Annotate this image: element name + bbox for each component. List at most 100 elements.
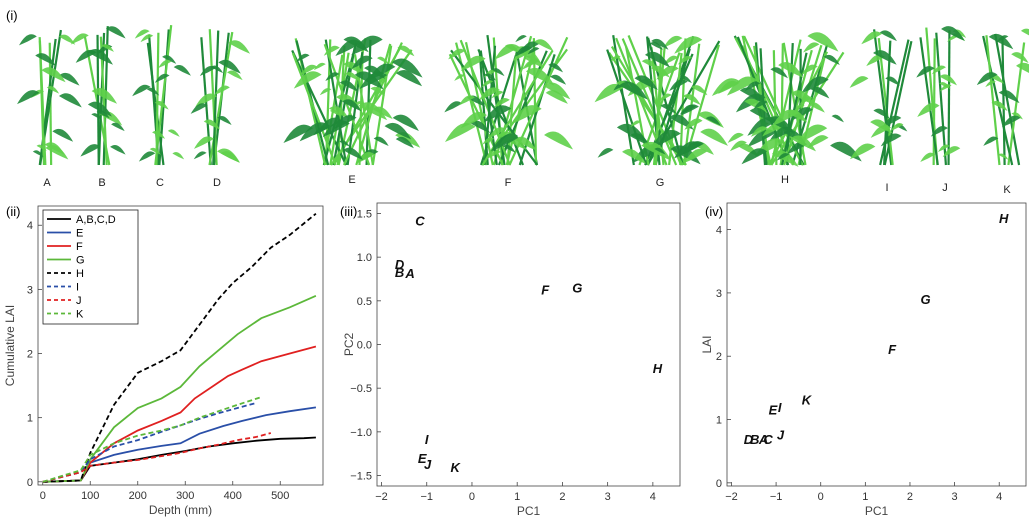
plant-leaf	[146, 87, 160, 96]
x-tick-label: 1	[514, 491, 520, 503]
plant-leaf	[313, 126, 328, 136]
plant-stem	[883, 40, 892, 166]
plant-stem	[212, 30, 220, 166]
plant-leaf	[729, 140, 747, 152]
plant-leaf	[917, 103, 940, 117]
x-tick-label: 400	[224, 490, 242, 502]
plant-stem	[208, 31, 234, 166]
plant-leaf	[138, 151, 156, 162]
y-tick-label: 3	[716, 288, 722, 300]
plant-leaf	[885, 76, 900, 86]
plant-stem	[481, 49, 554, 166]
series-line-g	[42, 294, 317, 483]
plant-leaf	[397, 45, 415, 57]
plant-leaf	[134, 29, 150, 39]
cumulative-lai-chart: (ii) 0 100 200 300 400 500 0 1 2 3 4 Depth (mm) Cumu…	[3, 204, 324, 517]
plant-leaf	[807, 32, 839, 52]
y-tick-label: 0.0	[357, 340, 372, 352]
plant-leaf	[684, 118, 703, 130]
point-label-k: K	[802, 392, 813, 407]
plant-leaf	[354, 71, 384, 90]
plant-leaf	[669, 79, 688, 91]
x-tick-label: 0	[818, 491, 824, 503]
plant-leaf	[167, 129, 180, 137]
series-line-j	[42, 432, 272, 483]
x-axis-label: PC1	[517, 504, 541, 518]
x-tick-label: 2	[559, 491, 565, 503]
point-label-a: A	[758, 432, 768, 447]
plant-leaf	[920, 152, 936, 162]
x-tick-label: 200	[129, 490, 147, 502]
plant-stem	[919, 37, 939, 166]
plant-leaf	[787, 109, 808, 123]
y-tick-label: 2	[27, 349, 33, 361]
plant-leaf	[515, 34, 527, 43]
plant-leaf	[741, 148, 768, 165]
point-label-f: F	[541, 282, 550, 297]
plant-leaf	[831, 114, 844, 123]
plant-stem	[932, 38, 936, 166]
plant-leaf	[110, 144, 126, 155]
plant-stem	[459, 39, 511, 166]
plant-leaf	[395, 69, 423, 87]
x-tick-label: 1	[862, 491, 868, 503]
plant-leaf	[334, 114, 357, 129]
plant-leaf	[194, 136, 214, 149]
y-tick-label: 0	[716, 478, 722, 490]
plant-leaf	[41, 67, 66, 83]
point-label-j: J	[424, 457, 432, 472]
plant-leaf	[1020, 28, 1029, 36]
plant-leaf	[739, 87, 766, 104]
plant-leaf	[682, 141, 704, 155]
plant-leaf	[36, 144, 47, 151]
x-tick-label: 300	[176, 490, 194, 502]
point-label-g: G	[572, 281, 582, 296]
plant-leaf	[823, 54, 840, 65]
x-tick-label: −1	[770, 491, 783, 503]
plant-leaf	[59, 72, 80, 86]
plant-leaf	[849, 76, 869, 88]
plant-leaf	[942, 146, 961, 158]
plant-leaf	[880, 133, 902, 147]
plant-leaf	[680, 104, 699, 116]
plant-leaf	[70, 33, 89, 45]
plant-leaf	[484, 73, 496, 81]
plant-leaf	[173, 65, 191, 76]
y-tick-label: 2	[716, 351, 722, 363]
plant-leaf	[367, 63, 396, 81]
plant-stem	[38, 37, 46, 166]
plant-stem	[323, 43, 371, 166]
plot-frame	[37, 205, 324, 486]
plant-stem	[291, 52, 337, 166]
plant-leaf	[448, 48, 466, 60]
plant-leaf	[691, 85, 708, 96]
plant-stem	[483, 45, 497, 166]
plant-leaf	[91, 87, 118, 104]
plant-leaf	[58, 93, 82, 108]
plant-leaf	[931, 65, 946, 75]
plant-leaf	[680, 75, 692, 84]
plant-leaf	[808, 102, 825, 113]
plant-leaf	[391, 58, 423, 78]
plant-leaf	[799, 96, 813, 105]
pc1-lai-scatter: (iv) −2 −1 0 1 2 3 4 0 1 2 3 4 PC1 LAI DB AC JE I K F G H	[700, 202, 1027, 518]
plant-label: B	[98, 177, 105, 189]
plant-label: I	[885, 182, 888, 194]
plant-stem	[759, 48, 768, 166]
plant-leaf	[87, 101, 112, 117]
plant-leaf	[329, 109, 341, 117]
plant-leaf	[101, 44, 114, 52]
plant-leaf	[105, 26, 126, 39]
plant-stem	[770, 39, 802, 166]
plant-leaf	[747, 129, 777, 148]
panel-label-ii: (ii)	[6, 204, 20, 219]
plant-leaf	[454, 74, 465, 81]
plant-leaf	[193, 151, 207, 160]
plant-leaf	[998, 153, 1009, 160]
plant-leaf	[325, 72, 340, 81]
point-label-c: C	[415, 213, 425, 228]
point-label-b: B	[750, 432, 759, 447]
plant-label: E	[348, 174, 355, 186]
plant-leaf	[460, 55, 486, 72]
